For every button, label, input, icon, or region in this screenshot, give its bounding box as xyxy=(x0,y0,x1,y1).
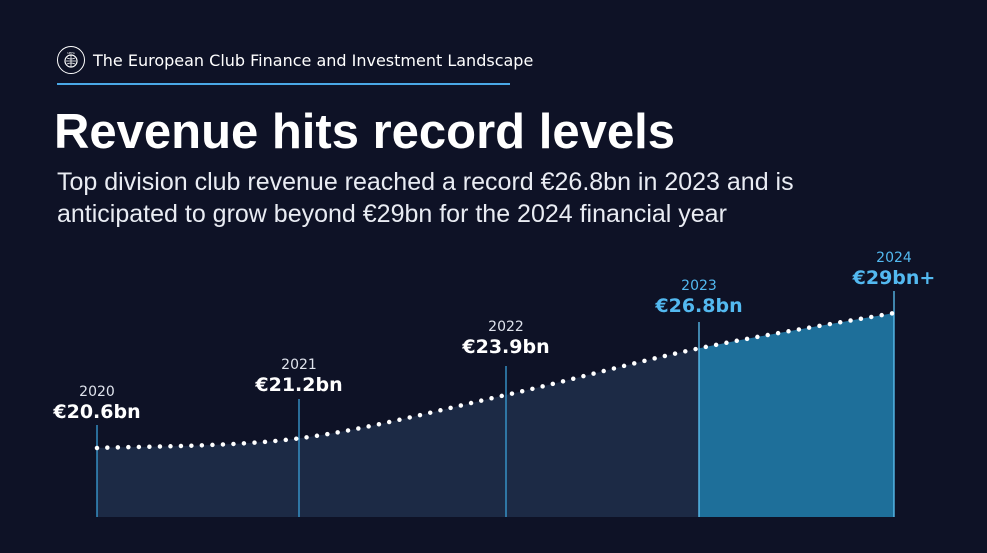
area-2023-2024 xyxy=(699,313,894,517)
logo-text: UEFA xyxy=(67,51,76,55)
year-label-2024: 2024 xyxy=(876,250,912,266)
year-label-2020: 2020 xyxy=(79,384,115,400)
subheadline: Top division club revenue reached a reco… xyxy=(57,168,794,228)
year-label-2022: 2022 xyxy=(488,319,524,335)
value-label-2021: €21.2bn xyxy=(254,374,342,396)
header-divider xyxy=(57,83,510,85)
value-label-2023: €26.8bn xyxy=(654,295,742,317)
headline: Revenue hits record levels xyxy=(54,105,675,159)
header: UEFA The European Club Finance and Inves… xyxy=(57,46,533,74)
year-label-2021: 2021 xyxy=(281,357,317,373)
header-title: The European Club Finance and Investment… xyxy=(93,50,534,70)
value-label-2020: €20.6bn xyxy=(52,401,140,423)
uefa-logo-mark: UEFA xyxy=(64,51,78,68)
year-label-2023: 2023 xyxy=(681,278,717,294)
value-label-2022: €23.9bn xyxy=(461,336,549,358)
revenue-dotted-line xyxy=(94,310,897,451)
value-label-2024: €29bn+ xyxy=(852,267,936,289)
area-2020-2023 xyxy=(97,348,699,517)
uefa-logo-icon: UEFA xyxy=(57,46,85,74)
